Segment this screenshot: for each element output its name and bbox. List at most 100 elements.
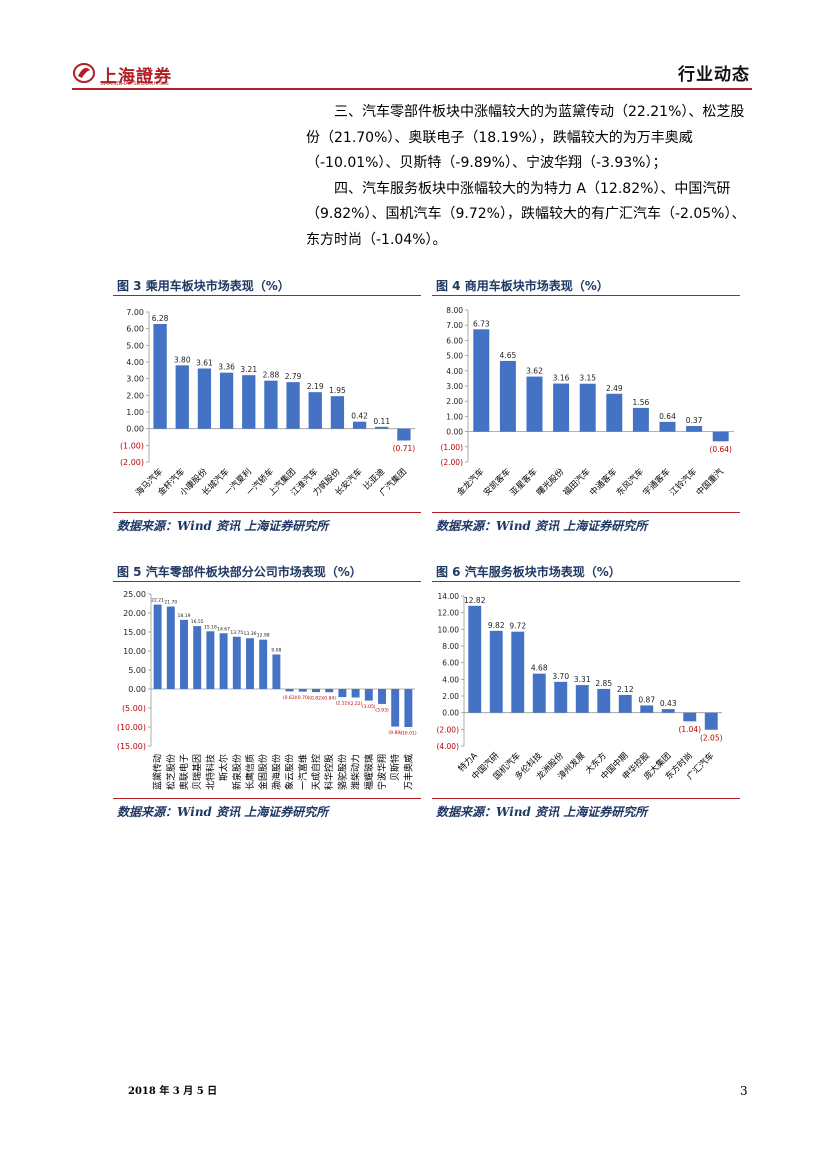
bar (219, 372, 234, 429)
category-label: 曙光股份 (534, 466, 566, 498)
bar (511, 631, 525, 713)
y-tick-label: 6.00 (442, 659, 459, 668)
data-label: 13.75 (230, 630, 243, 636)
bar (246, 638, 254, 689)
data-label: 22.21 (151, 598, 164, 604)
data-label: 9.82 (488, 621, 505, 630)
data-label: (3.05) (362, 704, 376, 710)
fig4-title: 图 4 商用车板块市场表现（%） (436, 279, 609, 293)
bar (259, 639, 268, 689)
y-tick-label: 1.00 (446, 412, 463, 421)
bar (272, 654, 281, 689)
fig6-chart: 14.00 12.00 10.00 8.00 6.00 4.00 2.00 0.00 (2.00… (436, 592, 723, 782)
data-label: 6.28 (152, 314, 169, 323)
category-label: 金固股份 (257, 754, 269, 790)
bar (312, 689, 320, 693)
bar (659, 421, 676, 432)
bar (397, 428, 411, 441)
y-tick-label: 5.00 (128, 666, 146, 675)
category-label: 科华控股 (323, 754, 335, 790)
bar (606, 393, 623, 432)
data-label: 15.18 (204, 624, 217, 630)
header-divider (72, 88, 752, 90)
data-label: 0.11 (373, 417, 390, 426)
data-label: (1.04) (678, 725, 701, 734)
bar (553, 383, 570, 432)
bar (232, 636, 241, 689)
data-label: (0.63) (283, 695, 297, 701)
bar (352, 421, 367, 429)
y-tick-label: 4.00 (442, 675, 459, 684)
bar (308, 392, 322, 429)
data-label: 0.37 (686, 416, 703, 425)
data-label: 16.55 (191, 619, 204, 625)
category-label: 宁波华翔 (376, 754, 388, 790)
fig6-source: 数据来源：Wind 资讯 上海证券研究所 (436, 805, 648, 819)
data-label: (9.89) (388, 730, 402, 736)
data-label: 0.64 (659, 412, 676, 421)
y-tick-label: 1.00 (126, 408, 144, 417)
bar (193, 626, 202, 689)
y-tick-label: (5.00) (122, 704, 146, 713)
y-tick-label: 10.00 (438, 625, 460, 634)
bar (166, 606, 175, 689)
y-tick-label: (15.00) (117, 742, 146, 751)
fig4-bottom-rule (432, 512, 740, 513)
y-tick-label: 14.00 (438, 592, 460, 601)
y-tick-label: 7.00 (126, 308, 144, 317)
y-tick-label: 10.00 (123, 647, 146, 656)
fig3-source: 数据来源：Wind 资讯 上海证券研究所 (117, 519, 329, 533)
category-label: 新泉股份 (231, 754, 243, 790)
category-label: 奥联电子 (178, 754, 190, 790)
data-label: 1.56 (633, 398, 650, 407)
data-label: 3.16 (553, 374, 570, 383)
fig5-source: 数据来源：Wind 资讯 上海证券研究所 (117, 805, 329, 819)
y-tick-label: 3.00 (446, 382, 463, 391)
bar (219, 633, 228, 689)
bar (298, 689, 307, 692)
y-tick-label: 0.00 (126, 425, 144, 434)
bar (661, 709, 675, 713)
data-label: 2.79 (285, 372, 302, 381)
y-tick-label: 8.00 (442, 642, 459, 651)
category-label: 骆驼股份 (336, 754, 348, 790)
y-tick-label: 4.00 (126, 358, 144, 367)
category-label: 北特科技 (204, 754, 216, 790)
fig3-bottom-rule (113, 512, 421, 513)
data-label: 9.08 (271, 647, 281, 653)
y-tick-label: (1.00) (120, 441, 144, 450)
y-tick-label: 0.00 (442, 709, 459, 718)
bar (285, 689, 294, 692)
bar (712, 431, 729, 442)
bar (375, 426, 389, 429)
category-label: 一汽富维 (297, 754, 309, 790)
data-label: (2.05) (700, 733, 723, 742)
y-tick-label: 15.00 (123, 628, 146, 637)
data-label: (10.01) (400, 731, 417, 737)
category-label: 金龙汽车 (455, 466, 487, 498)
category-label: 长鹰信质 (244, 754, 256, 790)
y-tick-label: (2.00) (436, 725, 459, 734)
y-tick-label: 6.00 (446, 336, 463, 345)
bar (351, 689, 360, 698)
data-label: 18.19 (178, 613, 191, 619)
fig5-chart: 25.00 20.00 15.00 10.00 5.00 0.00 (5.00) (10.00… (117, 590, 417, 790)
data-label: 0.43 (660, 699, 677, 708)
y-tick-label: 8.00 (446, 306, 463, 315)
data-label: (3.93) (375, 707, 389, 713)
data-label: 3.62 (526, 367, 543, 376)
bar (499, 360, 516, 432)
y-tick-label: (10.00) (117, 723, 146, 732)
bar (153, 324, 167, 429)
category-label: 万丰奥威 (402, 754, 414, 790)
fig4-top-rule (432, 295, 740, 296)
body-text: 三、汽车零部件板块中涨幅较大的为蓝黛传动（22.21%）、松芝股份（21.70%… (306, 100, 756, 253)
bar (686, 425, 703, 432)
bar (683, 712, 697, 722)
y-tick-label: 25.00 (123, 590, 146, 599)
logo-subtext: SHANGHAI SECURITIES (100, 81, 169, 87)
fig6-title: 图 6 汽车服务板块市场表现（%） (436, 565, 621, 579)
bar (206, 631, 215, 689)
fig6-top-rule (432, 581, 740, 582)
category-label: 东风汽车 (614, 466, 646, 498)
